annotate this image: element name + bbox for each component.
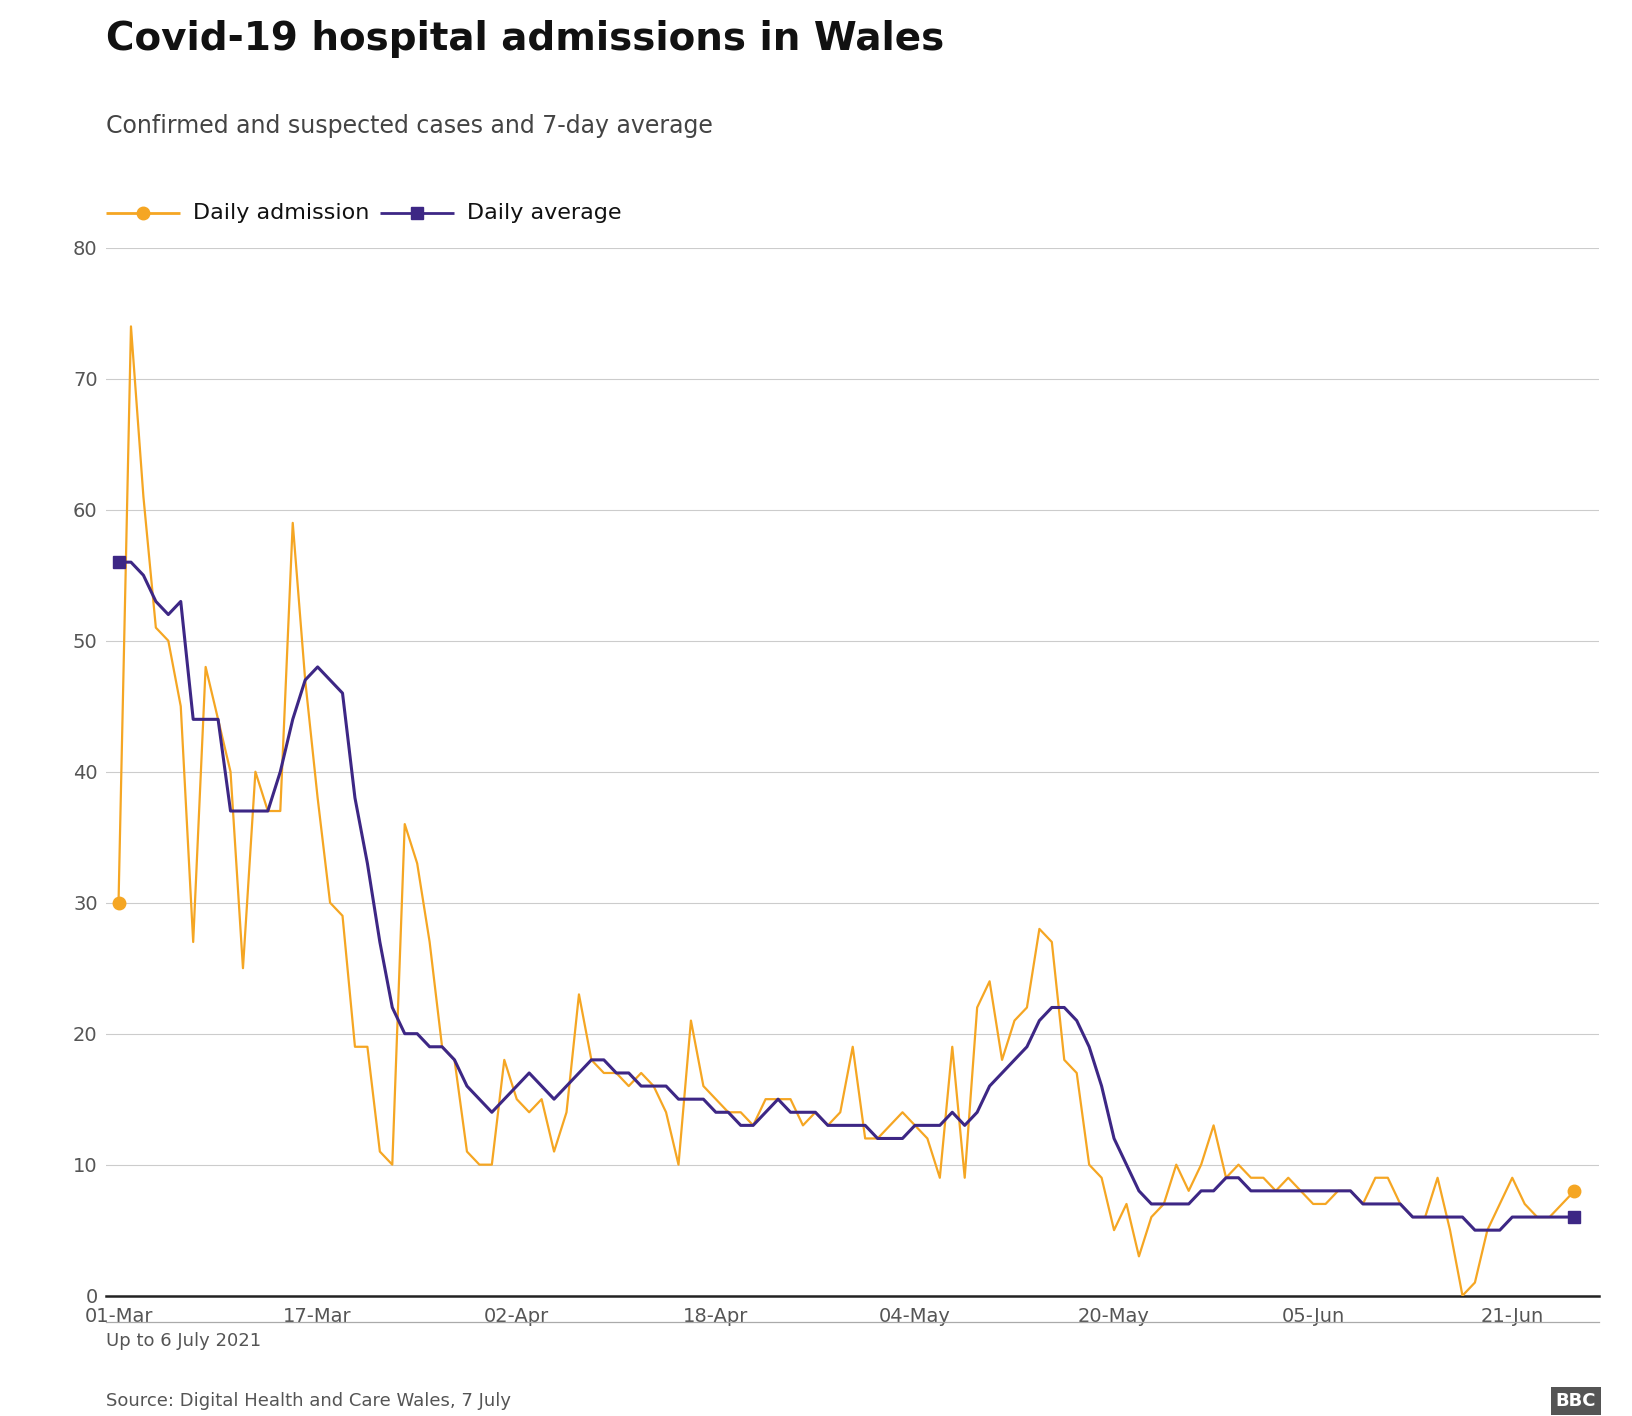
Text: Up to 6 July 2021: Up to 6 July 2021: [106, 1331, 261, 1349]
Text: Covid-19 hospital admissions in Wales: Covid-19 hospital admissions in Wales: [106, 20, 945, 58]
Text: Daily admission: Daily admission: [193, 202, 369, 224]
Text: Daily average: Daily average: [467, 202, 622, 224]
Text: Source: Digital Health and Care Wales, 7 July: Source: Digital Health and Care Wales, 7…: [106, 1392, 511, 1410]
Text: BBC: BBC: [1555, 1392, 1596, 1410]
Text: Confirmed and suspected cases and 7-day average: Confirmed and suspected cases and 7-day …: [106, 115, 713, 137]
